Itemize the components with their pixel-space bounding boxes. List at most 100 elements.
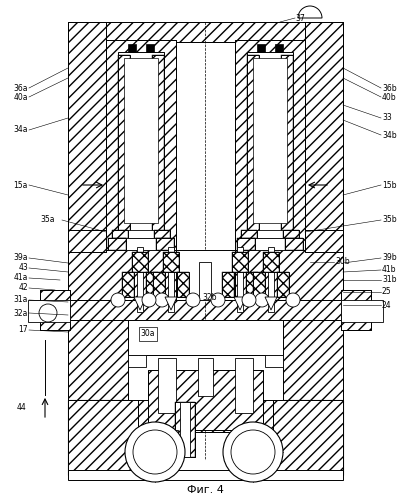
Bar (180, 402, 189, 457)
Text: 25: 25 (381, 288, 391, 296)
Text: 17: 17 (18, 326, 28, 334)
Text: 32a: 32a (13, 308, 28, 318)
Bar (128, 44, 136, 52)
Bar (152, 55, 164, 240)
Text: 33: 33 (381, 114, 391, 122)
Bar (231, 252, 247, 272)
Bar (68, 22, 342, 42)
Circle shape (142, 293, 155, 307)
Text: Фиг. 4: Фиг. 4 (186, 485, 223, 495)
Bar (282, 230, 298, 238)
Bar (276, 272, 288, 297)
Text: 31a: 31a (13, 296, 28, 304)
Text: 36b: 36b (381, 84, 396, 92)
Bar (234, 40, 304, 250)
Bar (68, 250, 175, 300)
Bar (68, 320, 128, 400)
Bar (240, 230, 256, 238)
Bar (118, 55, 130, 240)
Bar (68, 22, 106, 297)
Bar (138, 400, 272, 432)
Bar (234, 40, 304, 250)
Bar (128, 320, 282, 355)
Text: 37: 37 (294, 14, 304, 22)
Bar (40, 290, 70, 330)
Polygon shape (264, 297, 276, 310)
Bar (304, 230, 342, 252)
Text: 30a: 30a (140, 330, 155, 338)
Text: 40a: 40a (13, 92, 28, 102)
Bar (282, 320, 342, 355)
Circle shape (222, 422, 282, 482)
Bar (274, 44, 282, 52)
Bar (264, 355, 282, 367)
Bar (148, 370, 262, 430)
Bar (175, 402, 195, 457)
Bar (284, 238, 302, 250)
Bar (138, 430, 178, 440)
Polygon shape (234, 297, 245, 310)
Bar (128, 355, 282, 400)
Bar (155, 238, 173, 250)
Bar (68, 22, 106, 297)
Bar (68, 250, 175, 300)
Bar (68, 470, 342, 480)
Bar (236, 238, 302, 250)
Bar (146, 272, 157, 297)
Bar (231, 252, 247, 272)
Bar (236, 247, 243, 312)
Text: 43: 43 (18, 264, 28, 272)
Text: 41a: 41a (13, 274, 28, 282)
Bar (340, 300, 382, 322)
Bar (262, 252, 278, 272)
Bar (175, 250, 234, 300)
Bar (157, 358, 175, 413)
Bar (177, 272, 189, 297)
Bar (68, 400, 138, 475)
Bar (112, 230, 128, 238)
Bar (148, 370, 262, 430)
Circle shape (111, 293, 125, 307)
Bar (108, 238, 173, 250)
Bar (108, 238, 126, 250)
Bar (304, 297, 342, 322)
Bar (304, 22, 342, 297)
Bar (340, 290, 370, 330)
Text: 32b: 32b (202, 294, 217, 302)
Bar (272, 400, 342, 475)
Bar (128, 355, 146, 367)
Bar (108, 238, 126, 250)
Bar (124, 58, 157, 223)
Bar (168, 247, 173, 312)
Bar (267, 247, 273, 312)
Bar (236, 238, 254, 250)
Text: 34a: 34a (13, 126, 28, 134)
Text: 31b: 31b (381, 276, 396, 284)
Bar (280, 55, 292, 240)
Bar (282, 320, 342, 355)
Polygon shape (134, 297, 146, 310)
Bar (118, 55, 130, 240)
Bar (163, 252, 179, 272)
Bar (280, 55, 292, 240)
Bar (221, 272, 234, 297)
Bar (234, 358, 252, 413)
Bar (146, 272, 157, 297)
Bar (304, 230, 342, 252)
Circle shape (39, 304, 57, 322)
Bar (137, 247, 143, 312)
Bar (246, 52, 292, 232)
Bar (198, 262, 211, 300)
Text: 15a: 15a (13, 180, 28, 190)
Text: 35b: 35b (381, 216, 396, 224)
Bar (163, 252, 179, 272)
Bar (246, 55, 258, 240)
Bar (304, 22, 342, 297)
Bar (153, 272, 164, 297)
Bar (240, 230, 256, 238)
Text: 30b: 30b (334, 258, 349, 266)
Bar (68, 300, 342, 320)
Bar (175, 402, 195, 457)
Circle shape (285, 293, 299, 307)
Bar (112, 230, 170, 238)
